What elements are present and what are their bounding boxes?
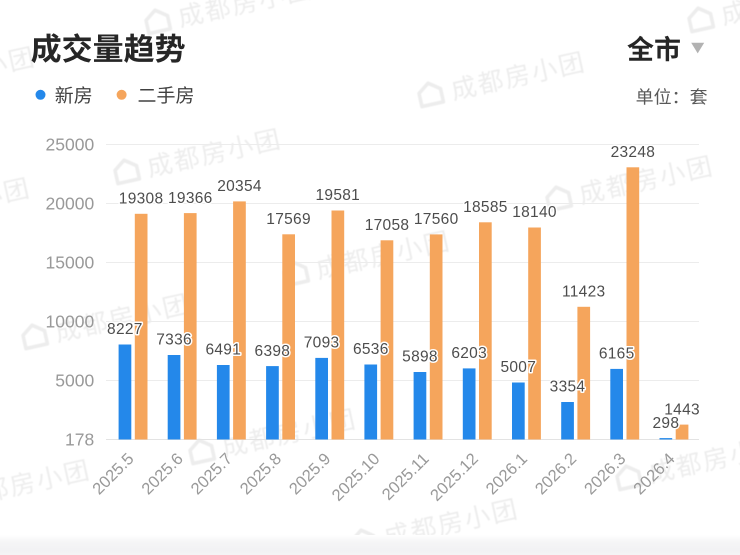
svg-text:20354: 20354 <box>217 178 262 195</box>
svg-text:10000: 10000 <box>46 312 95 332</box>
svg-text:298: 298 <box>653 415 680 432</box>
svg-text:6398: 6398 <box>255 343 291 360</box>
svg-text:6536: 6536 <box>353 341 389 358</box>
svg-text:19366: 19366 <box>168 190 213 207</box>
svg-text:8227: 8227 <box>107 321 143 338</box>
svg-text:20000: 20000 <box>46 194 95 214</box>
svg-text:6165: 6165 <box>599 346 635 363</box>
svg-text:7336: 7336 <box>156 332 192 349</box>
svg-text:5898: 5898 <box>402 349 438 366</box>
svg-text:25000: 25000 <box>46 135 95 155</box>
svg-text:23248: 23248 <box>611 144 656 161</box>
svg-text:19581: 19581 <box>315 187 360 204</box>
svg-text:5007: 5007 <box>500 359 536 376</box>
svg-text:17569: 17569 <box>266 211 311 228</box>
svg-text:15000: 15000 <box>46 253 95 273</box>
svg-text:3354: 3354 <box>550 379 586 396</box>
svg-text:5000: 5000 <box>55 371 94 391</box>
svg-text:6491: 6491 <box>205 342 241 359</box>
svg-text:17560: 17560 <box>414 211 459 228</box>
svg-text:6203: 6203 <box>451 345 487 362</box>
svg-text:18140: 18140 <box>512 204 557 221</box>
svg-text:1443: 1443 <box>664 401 700 418</box>
svg-text:19308: 19308 <box>119 191 164 208</box>
svg-text:178: 178 <box>65 430 94 450</box>
svg-text:7093: 7093 <box>304 335 340 352</box>
svg-text:11423: 11423 <box>562 284 605 301</box>
svg-text:18585: 18585 <box>463 199 508 216</box>
svg-text:17058: 17058 <box>365 217 410 234</box>
